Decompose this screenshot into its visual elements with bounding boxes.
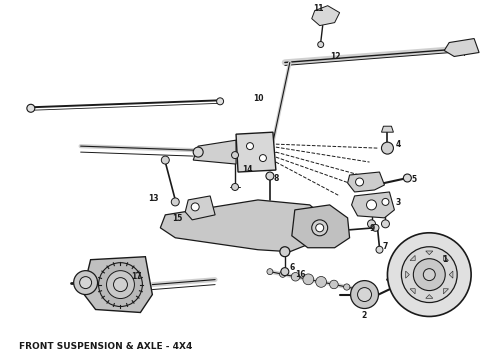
Circle shape: [318, 41, 324, 48]
Polygon shape: [410, 289, 415, 294]
Text: 13: 13: [148, 194, 159, 203]
Circle shape: [382, 220, 390, 228]
Polygon shape: [236, 132, 276, 172]
Polygon shape: [312, 6, 340, 26]
Text: 8: 8: [274, 174, 279, 183]
Circle shape: [357, 287, 363, 293]
Text: 1: 1: [442, 255, 447, 264]
Circle shape: [98, 263, 143, 306]
Circle shape: [401, 247, 457, 302]
Circle shape: [114, 278, 127, 292]
Text: 15: 15: [172, 214, 183, 223]
Circle shape: [414, 259, 445, 291]
Polygon shape: [83, 257, 152, 312]
Circle shape: [403, 174, 412, 182]
Polygon shape: [443, 289, 448, 294]
Circle shape: [27, 104, 35, 112]
Text: 5: 5: [412, 175, 416, 184]
Circle shape: [423, 269, 435, 280]
Text: 3: 3: [395, 198, 401, 207]
Circle shape: [356, 178, 364, 186]
Circle shape: [367, 200, 376, 210]
Text: 4: 4: [395, 140, 401, 149]
Circle shape: [217, 98, 223, 105]
Circle shape: [316, 224, 324, 232]
Polygon shape: [160, 200, 330, 252]
Polygon shape: [406, 271, 409, 278]
Circle shape: [232, 184, 239, 190]
Polygon shape: [443, 255, 448, 261]
Polygon shape: [410, 255, 415, 261]
Circle shape: [266, 172, 274, 180]
Circle shape: [382, 198, 389, 206]
Circle shape: [291, 273, 300, 281]
Text: 16: 16: [295, 270, 305, 279]
Circle shape: [316, 276, 326, 287]
Polygon shape: [382, 126, 393, 132]
Circle shape: [312, 220, 328, 236]
Circle shape: [303, 274, 314, 285]
Circle shape: [161, 156, 169, 164]
Polygon shape: [426, 294, 433, 298]
Circle shape: [267, 269, 273, 275]
Circle shape: [368, 220, 375, 228]
Circle shape: [330, 280, 338, 289]
Polygon shape: [426, 251, 433, 255]
Circle shape: [172, 198, 179, 206]
Polygon shape: [193, 140, 236, 164]
Circle shape: [191, 203, 199, 211]
Text: 7: 7: [383, 242, 388, 251]
Text: 9: 9: [369, 224, 375, 233]
Circle shape: [343, 284, 350, 290]
Polygon shape: [185, 196, 215, 220]
Polygon shape: [449, 271, 453, 278]
Circle shape: [376, 246, 383, 253]
Circle shape: [388, 233, 471, 316]
Circle shape: [280, 247, 290, 257]
Circle shape: [193, 147, 203, 157]
Circle shape: [350, 280, 378, 309]
Text: 2: 2: [362, 311, 367, 320]
Circle shape: [281, 268, 289, 276]
Polygon shape: [444, 39, 479, 57]
Text: FRONT SUSPENSION & AXLE - 4X4: FRONT SUSPENSION & AXLE - 4X4: [19, 342, 192, 351]
Circle shape: [232, 152, 239, 159]
Circle shape: [372, 224, 379, 231]
Polygon shape: [352, 192, 394, 218]
Circle shape: [74, 271, 98, 294]
Text: 10: 10: [253, 94, 264, 103]
Text: 12: 12: [330, 53, 340, 62]
Circle shape: [259, 154, 267, 162]
Text: 6: 6: [290, 263, 295, 272]
Polygon shape: [347, 172, 385, 192]
Text: 11: 11: [313, 4, 323, 13]
Polygon shape: [292, 205, 349, 248]
Circle shape: [280, 271, 286, 277]
Text: 17: 17: [131, 272, 142, 281]
Circle shape: [358, 288, 371, 302]
Circle shape: [246, 143, 253, 150]
Circle shape: [106, 271, 134, 298]
Circle shape: [382, 142, 393, 154]
Text: 14: 14: [242, 165, 252, 174]
Circle shape: [80, 276, 92, 289]
